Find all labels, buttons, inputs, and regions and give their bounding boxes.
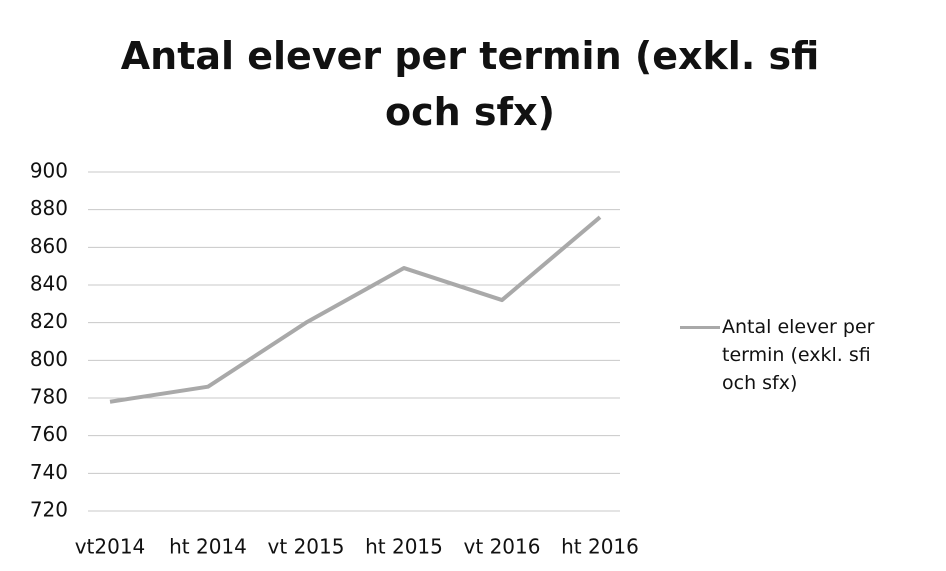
y-tick-label: 860	[30, 234, 68, 258]
y-tick-label: 720	[30, 498, 68, 522]
y-tick-label: 760	[30, 422, 68, 446]
x-tick-label: ht 2015	[365, 535, 443, 559]
y-tick-label: 740	[30, 460, 68, 484]
y-tick-label: 820	[30, 309, 68, 333]
y-tick-label: 840	[30, 272, 68, 296]
y-tick-label: 780	[30, 385, 68, 409]
x-tick-label: vt 2015	[268, 535, 345, 559]
x-tick-label: ht 2014	[169, 535, 247, 559]
chart-title: Antal elever per termin (exkl. sfi och s…	[120, 34, 820, 134]
y-tick-label: 800	[30, 347, 68, 371]
x-tick-label: vt2014	[75, 535, 146, 559]
y-tick-label: 880	[30, 196, 68, 220]
x-tick-label: vt 2016	[464, 535, 541, 559]
legend-label: Antal elever per termin (exkl. sfi och s…	[722, 316, 875, 394]
legend: Antal elever per termin (exkl. sfi och s…	[680, 313, 880, 397]
legend-swatch	[680, 326, 720, 329]
x-tick-label: ht 2016	[561, 535, 639, 559]
y-tick-label: 900	[30, 159, 68, 183]
series-line	[109, 215, 602, 404]
